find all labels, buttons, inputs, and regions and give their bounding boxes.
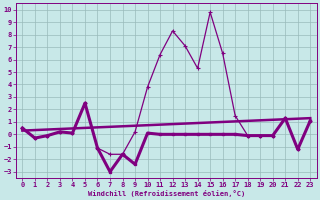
X-axis label: Windchill (Refroidissement éolien,°C): Windchill (Refroidissement éolien,°C) <box>88 190 245 197</box>
